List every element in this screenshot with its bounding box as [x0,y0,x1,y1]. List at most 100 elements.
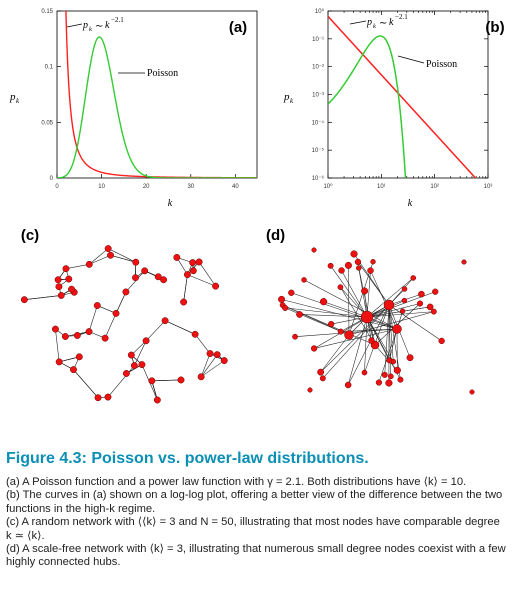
network-node [68,285,75,293]
network-node [288,289,295,296]
network-edge [88,305,98,332]
network-node [130,362,138,370]
network-node [416,300,424,307]
network-edge [341,270,368,318]
y-axis-label: p [283,91,290,103]
x-tick-label: 10¹ [377,184,386,190]
y-tick-label: 0.05 [41,120,53,126]
y-axis-label-sub: k [16,97,20,105]
network-edge [107,365,135,398]
network-node [101,334,109,342]
network-node [138,361,146,369]
network-node [195,258,203,266]
network-node [189,259,197,267]
network-node [361,369,368,376]
network-node [292,333,298,340]
network-node [469,389,475,395]
network-node [183,271,191,279]
network-node [406,354,414,362]
network-edge [384,304,390,375]
network-node [356,265,362,271]
network-node [319,298,328,306]
network-node [301,277,307,283]
caption-c: (c) A random network with ⟨⟨k⟩ = 3 and N… [6,516,500,542]
network-node [220,357,228,365]
y-axis-label: p [9,91,16,103]
network-edge [198,261,216,287]
network-edge [330,265,368,318]
network-edge [323,301,368,318]
network-node [401,297,408,304]
network-node [85,260,93,268]
network-node [104,245,112,253]
network-node [418,290,425,298]
network-node [148,377,156,385]
network-node [381,371,388,378]
network-edge [320,334,350,373]
network-node [132,258,140,266]
svg-text:p: p [366,17,372,28]
network-node [177,376,185,384]
network-node [278,295,286,303]
svg-text:−2.1: −2.1 [395,13,408,21]
network-edge [364,316,368,373]
x-tick-label: 10⁰ [323,183,333,190]
network-node [401,286,408,292]
network-edge [24,295,62,300]
network-edge [389,328,398,361]
network-node [55,283,63,291]
network-node [61,333,69,340]
network-node [161,317,169,325]
network-node [94,394,102,402]
panel-label-c: (c) [21,227,39,244]
network-node [93,302,101,309]
caption-d: (d) A scale-free network with ⟨k⟩ = 3, i… [6,543,506,569]
svg-text:∼: ∼ [379,18,387,29]
x-tick-label: 0 [55,184,59,190]
network-node [386,357,393,364]
network-edge [65,264,90,269]
y-tick-label: 10⁻¹ [312,37,324,43]
network-node [112,309,120,317]
network-edge [291,292,398,330]
y-tick-label: 10⁻⁵ [312,147,325,154]
y-tick-label: 10⁻⁶ [312,175,325,182]
series-poisson [328,35,407,178]
network-edge [347,304,390,386]
annotation-arrow [66,23,83,28]
x-tick-label: 10 [98,184,105,190]
poisson-annotation-a: Poisson [147,68,178,79]
y-tick-label: 10⁰ [315,8,325,15]
network-edge [370,270,398,330]
network-node [370,259,376,265]
network-node [55,358,63,366]
network-node [438,337,445,345]
network-node [122,288,130,296]
x-tick-label: 40 [232,184,239,190]
figure-caption: Figure 4.3: Poisson vs. power-law distri… [6,450,506,570]
network-edge [89,248,109,265]
network-node [154,273,162,281]
network-node [354,258,362,266]
x-tick-label: 20 [143,184,150,190]
svg-text:k: k [373,23,376,30]
y-tick-label: 0.1 [45,65,54,71]
network-node [197,373,205,381]
network-node [20,296,28,304]
network-node [337,284,344,290]
network-node [189,267,197,275]
panel-label-d: (d) [266,227,285,244]
network-edge [340,286,368,318]
network-edge [388,304,392,377]
svg-text:k: k [389,17,394,28]
panel-label-b: (b) [485,19,504,36]
network-node [328,320,335,328]
network-edge [366,311,434,318]
network-node [461,259,467,265]
network-node [338,267,345,274]
series-powerlaw [328,15,477,178]
network-node [75,353,83,361]
network-edge [200,353,211,377]
x-tick-label: 30 [187,184,194,190]
network-node [173,253,181,261]
